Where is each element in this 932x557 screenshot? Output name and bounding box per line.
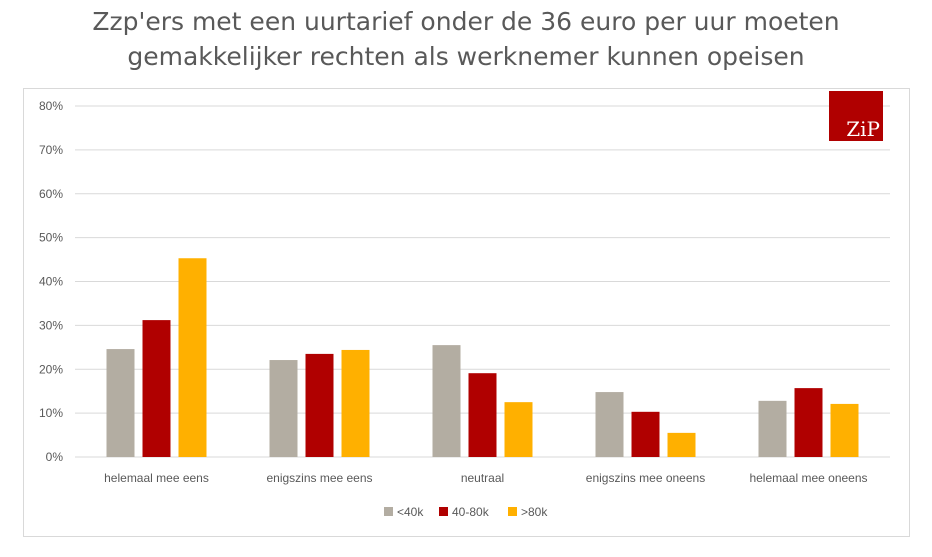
title-line-1: Zzp'ers met een uurtarief onder de 36 eu… <box>92 7 840 36</box>
title-line-2: gemakkelijker rechten als werknemer kunn… <box>127 42 805 71</box>
x-tick-label: enigszins mee oneens <box>586 471 705 485</box>
bar->80k <box>830 403 859 457</box>
legend-swatch <box>439 507 448 516</box>
x-tick-label: neutraal <box>461 471 504 485</box>
bar->80k <box>504 402 533 457</box>
x-tick-label: helemaal mee oneens <box>749 471 867 485</box>
y-tick-label: 40% <box>39 275 63 289</box>
bar->80k <box>667 432 696 457</box>
y-tick-label: 0% <box>46 450 64 464</box>
bar-40-80k <box>794 388 823 457</box>
y-tick-label: 60% <box>39 187 63 201</box>
y-tick-label: 50% <box>39 231 63 245</box>
bar-40-80k <box>305 353 334 457</box>
legend-label: 40-80k <box>452 505 490 519</box>
chart-title: Zzp'ers met een uurtarief onder de 36 eu… <box>0 4 932 74</box>
zip-logo: ZiP <box>829 91 883 141</box>
x-tick-label: helemaal mee eens <box>104 471 209 485</box>
x-tick-label: enigszins mee eens <box>266 471 372 485</box>
y-tick-label: 30% <box>39 318 63 332</box>
legend-label: >80k <box>521 505 548 519</box>
bar-40-80k <box>631 411 660 457</box>
legend-label: <40k <box>397 505 424 519</box>
y-tick-label: 80% <box>39 99 63 113</box>
bar->80k <box>341 349 370 457</box>
y-tick-label: 20% <box>39 362 63 376</box>
bar-<40k <box>595 392 624 457</box>
bar->80k <box>178 258 207 457</box>
bar-<40k <box>106 349 135 457</box>
bar-40-80k <box>142 320 171 457</box>
logo-text: ZiP <box>846 117 880 141</box>
legend-swatch <box>508 507 517 516</box>
bar-<40k <box>269 360 298 457</box>
bar-40-80k <box>468 373 497 457</box>
y-tick-label: 10% <box>39 406 63 420</box>
bar-<40k <box>432 345 461 457</box>
legend-swatch <box>384 507 393 516</box>
y-tick-label: 70% <box>39 143 63 157</box>
bar-<40k <box>758 400 787 457</box>
chart-frame <box>23 88 910 537</box>
